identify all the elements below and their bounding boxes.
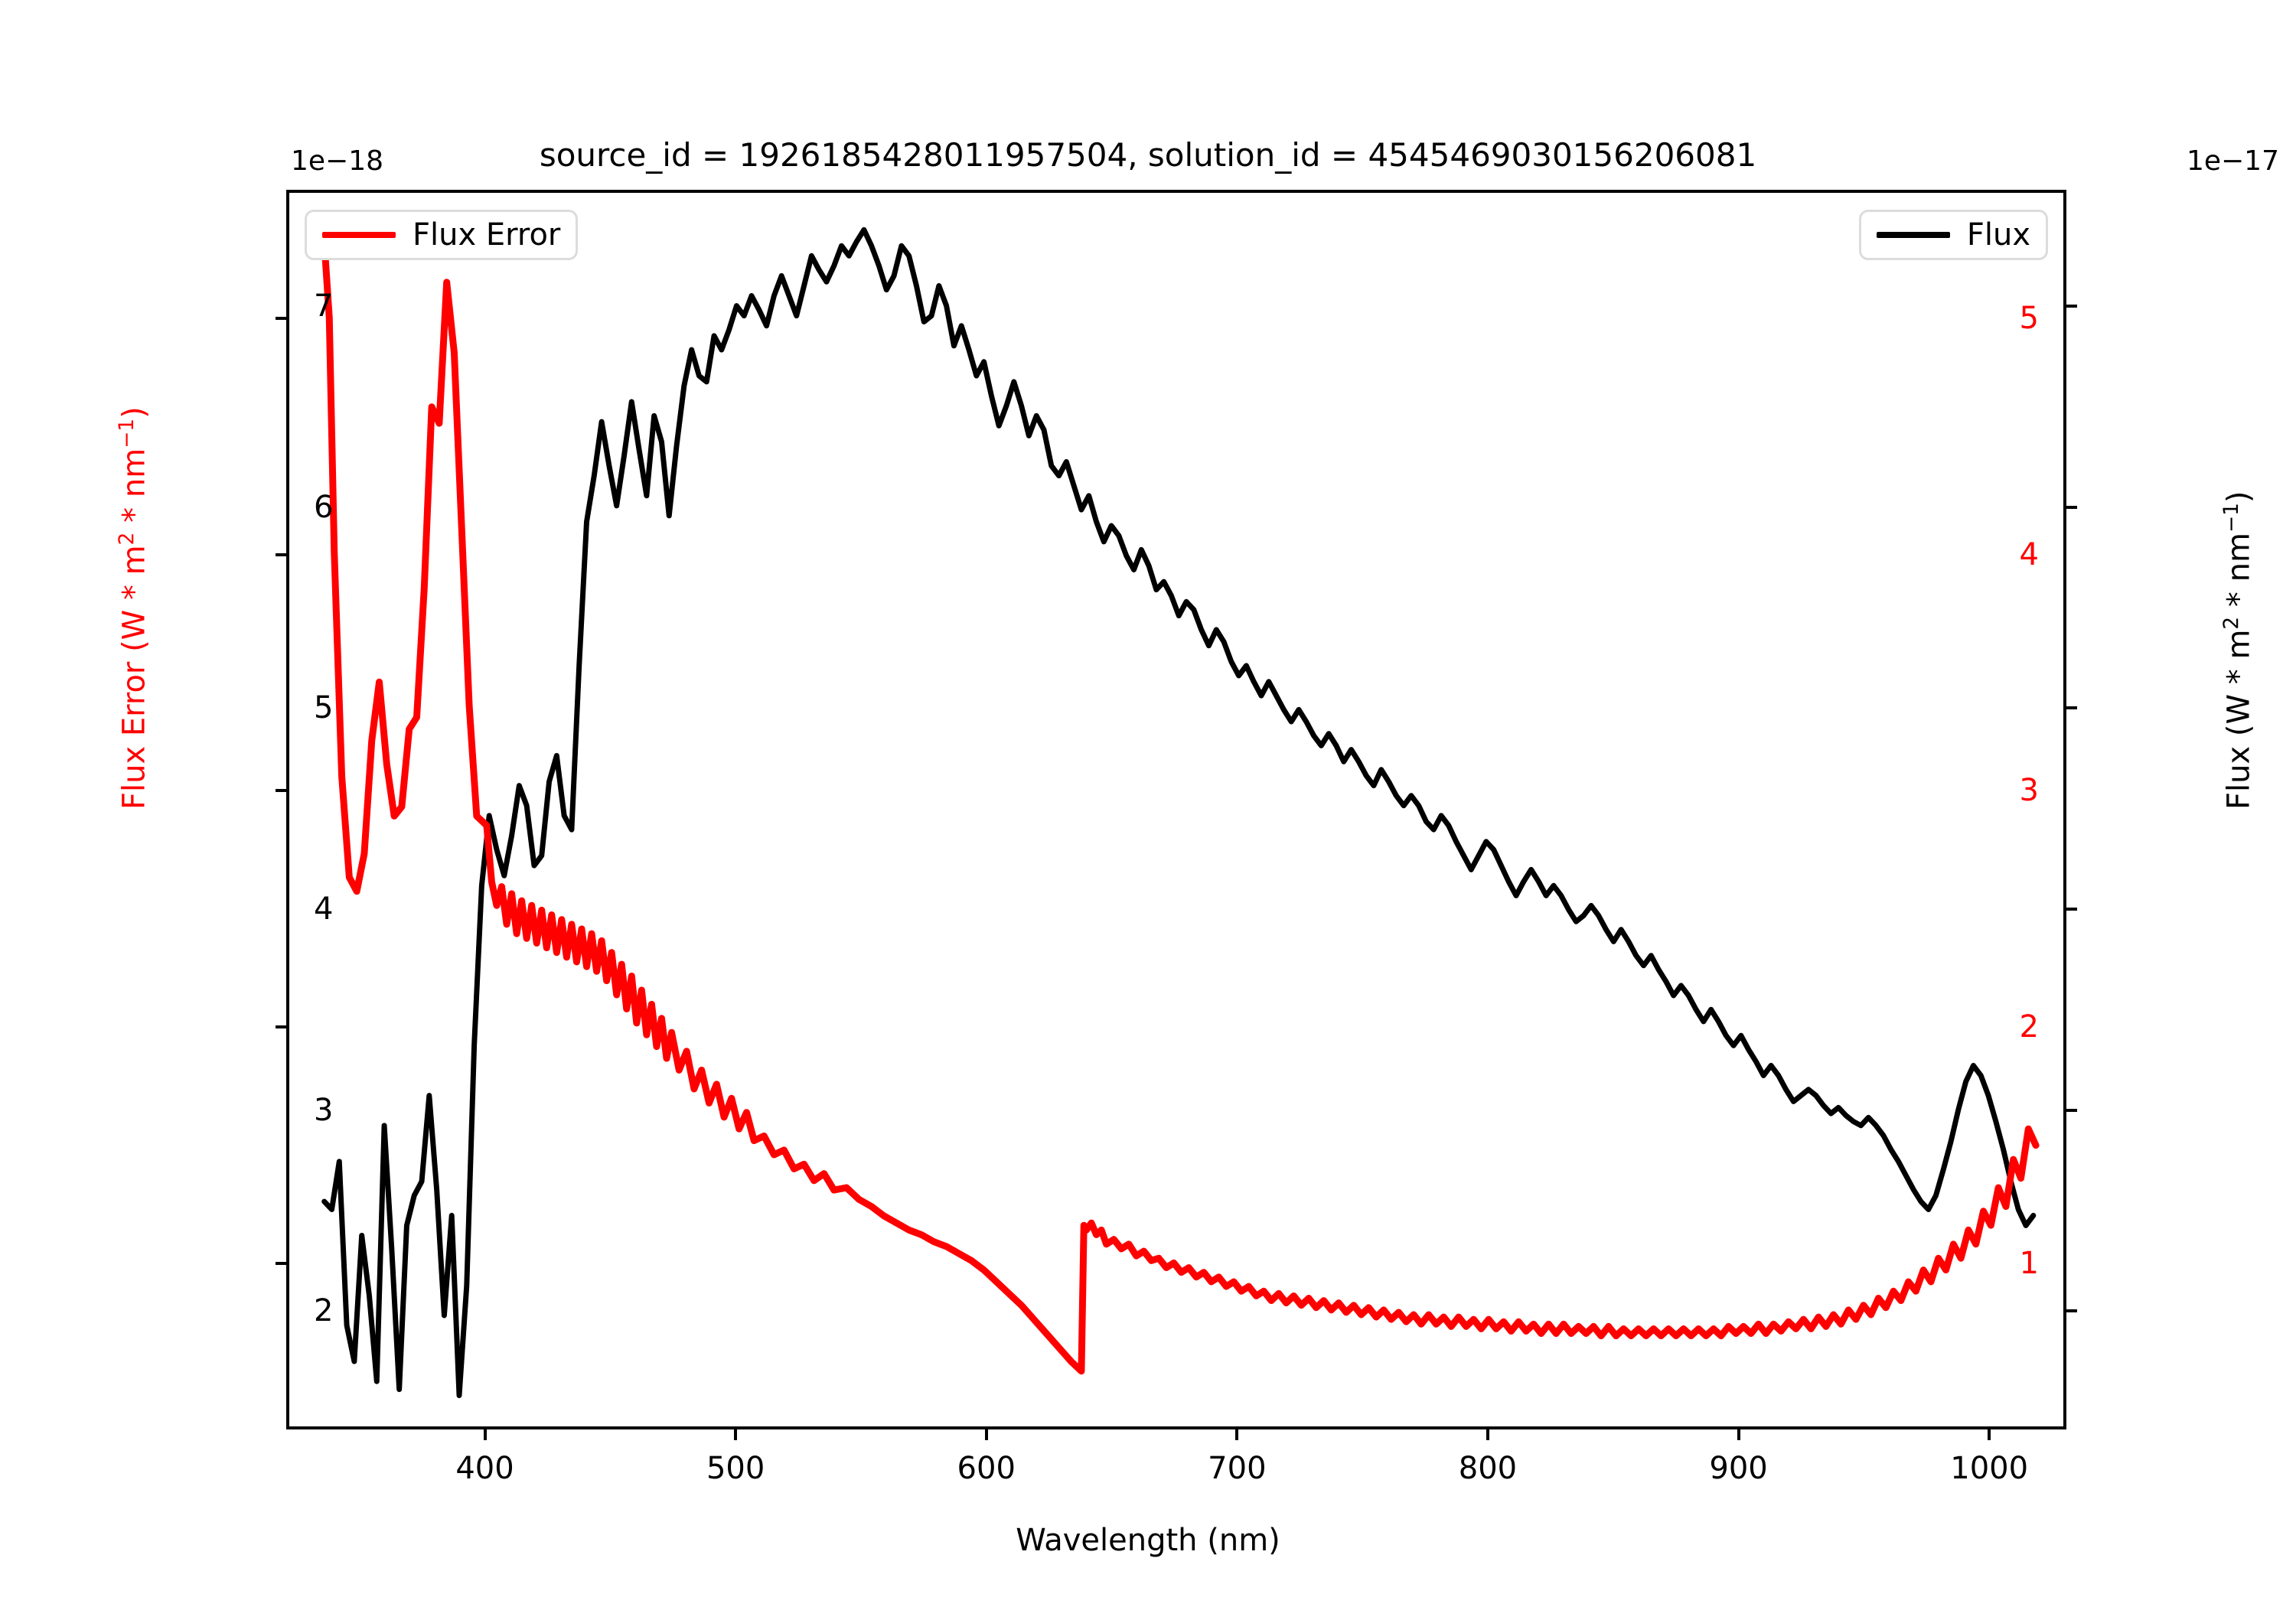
x-tick-mark [734,1426,738,1440]
chart-title: source_id = 1926185428011957504, solutio… [539,136,1757,174]
legend-flux-error[interactable]: Flux Error [305,210,579,260]
y-left-tick-mark [276,553,289,556]
flux-error-line [321,239,2040,1375]
y-left-tick-mark [276,316,289,320]
x-tick-mark [1988,1426,1991,1440]
x-tick-label: 900 [1709,1451,1768,1486]
x-tick-label: 1000 [1950,1451,2029,1486]
y-right-tick-mark [2063,1108,2077,1112]
y-right-label-mid: * nm [2221,533,2257,617]
y-right-label-sup2: −1 [2219,503,2243,533]
x-tick-label: 800 [1458,1451,1518,1486]
y-right-tick-label: 5 [314,690,334,726]
plot-area: 400 500 600 700 800 900 1000 1 2 3 4 5 2 3 4 5 6 7 Flux… [276,190,2077,1486]
y-left-label-sup2: −1 [115,418,139,448]
y-right-tick-mark [2063,1309,2077,1313]
y-left-tick-label: 5 [2019,300,2039,336]
right-axis-offset-label: 1e−17 [2186,145,2279,177]
y-left-tick-label: 1 [2019,1246,2039,1282]
x-tick-mark [1737,1426,1740,1440]
x-tick-label: 700 [1208,1451,1267,1486]
x-tick-label: 400 [455,1451,514,1486]
chart-svg [321,227,2040,1398]
y-right-label-sup1: 2 [2219,616,2243,630]
y-left-label-sup1: 2 [115,532,139,546]
y-left-tick-mark [276,1262,289,1266]
legend-flux-label: Flux [1966,217,2030,253]
x-tick-mark [1235,1426,1239,1440]
legend-flux[interactable]: Flux [1858,210,2048,260]
y-left-tick-mark [276,789,289,793]
y-left-tick-label: 3 [2019,773,2039,809]
y-right-tick-mark [2063,505,2077,509]
y-right-tick-label: 6 [314,489,334,525]
y-left-tick-mark [276,1025,289,1029]
x-axis-label: Wavelength (nm) [1016,1523,1280,1558]
y-right-tick-mark [2063,908,2077,911]
y-axis-right-label: Flux (W * m2 * nm−1) [2219,491,2256,810]
y-right-label-suffix: ) [2221,491,2257,504]
legend-flux-error-swatch [322,232,396,238]
y-right-tick-label: 3 [314,1092,334,1128]
y-right-label-text: Flux (W * m [2221,629,2257,810]
y-left-label-mid: * nm [116,448,152,533]
x-tick-mark [984,1426,988,1440]
y-left-tick-label: 2 [2019,1009,2039,1045]
x-tick-label: 500 [706,1451,765,1486]
y-right-tick-mark [2063,706,2077,710]
x-tick-mark [1486,1426,1489,1440]
y-right-tick-label: 4 [314,892,334,927]
legend-flux-error-label: Flux Error [413,217,561,253]
y-left-label-suffix: ) [116,406,152,419]
x-tick-mark [483,1426,487,1440]
y-right-tick-label: 2 [314,1293,334,1329]
legend-flux-swatch [1876,232,1950,238]
flux-line [321,227,2037,1398]
y-right-tick-mark [2063,305,2077,308]
y-left-tick-label: 4 [2019,536,2039,572]
y-left-label-text: Flux Error (W * m [116,545,152,810]
left-axis-offset-label: 1e−18 [291,145,384,177]
y-axis-left-label: Flux Error (W * m2 * nm−1) [115,406,152,810]
y-right-tick-label: 7 [314,288,334,324]
x-tick-label: 600 [957,1451,1016,1486]
